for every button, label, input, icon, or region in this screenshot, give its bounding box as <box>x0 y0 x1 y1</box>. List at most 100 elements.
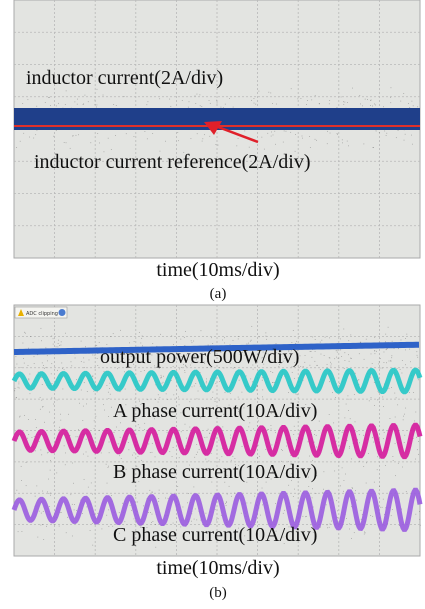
noise-dot <box>196 444 197 445</box>
noise-dot <box>415 514 416 515</box>
noise-dot <box>369 400 370 401</box>
noise-dot <box>312 488 313 489</box>
noise-dot <box>103 404 104 405</box>
noise-dot <box>229 486 230 487</box>
noise-dot <box>270 371 271 372</box>
noise-dot <box>251 340 252 341</box>
noise-dot <box>84 479 85 480</box>
noise-dot <box>273 135 274 136</box>
noise-dot <box>124 96 125 97</box>
noise-dot <box>49 97 50 98</box>
noise-dot <box>64 445 65 446</box>
noise-dot <box>187 502 188 503</box>
noise-dot <box>178 140 179 141</box>
noise-dot <box>321 354 322 355</box>
noise-dot <box>221 515 222 516</box>
noise-dot <box>288 392 289 393</box>
noise-dot <box>209 136 210 137</box>
noise-dot <box>327 524 328 525</box>
noise-dot <box>57 347 58 348</box>
noise-dot <box>160 334 161 335</box>
noise-dot <box>86 439 87 440</box>
noise-dot <box>415 412 416 413</box>
noise-dot <box>218 425 219 426</box>
noise-dot <box>226 505 227 506</box>
noise-dot <box>352 88 353 89</box>
noise-dot <box>34 436 35 437</box>
noise-dot <box>48 452 49 453</box>
noise-dot <box>398 348 399 349</box>
noise-dot <box>41 340 42 341</box>
noise-dot <box>198 391 199 392</box>
time-label: time(10ms/div) <box>156 259 279 281</box>
noise-dot <box>345 360 346 361</box>
noise-dot <box>88 456 89 457</box>
noise-dot <box>139 332 140 333</box>
noise-dot <box>92 545 93 546</box>
noise-dot <box>99 143 100 144</box>
noise-dot <box>366 483 367 484</box>
noise-dot <box>25 333 26 334</box>
noise-dot <box>185 372 186 373</box>
noise-dot <box>49 412 50 413</box>
noise-dot <box>377 469 378 470</box>
noise-dot <box>316 493 317 494</box>
noise-dot <box>197 133 198 134</box>
noise-dot <box>349 529 350 530</box>
noise-dot <box>182 100 183 101</box>
noise-dot <box>404 140 405 141</box>
noise-dot <box>109 383 110 384</box>
noise-dot <box>227 494 228 495</box>
noise-dot <box>282 450 283 451</box>
noise-dot <box>386 349 387 350</box>
noise-dot <box>420 525 421 526</box>
noise-dot <box>389 361 390 362</box>
noise-dot <box>309 456 310 457</box>
noise-dot <box>16 147 17 148</box>
noise-dot <box>224 343 225 344</box>
noise-dot <box>418 454 419 455</box>
noise-dot <box>218 145 219 146</box>
noise-dot <box>305 355 306 356</box>
noise-dot <box>295 134 296 135</box>
noise-dot <box>390 360 391 361</box>
noise-dot <box>408 103 409 104</box>
noise-dot <box>403 416 404 417</box>
noise-dot <box>284 131 285 132</box>
noise-dot <box>24 363 25 364</box>
noise-dot <box>316 435 317 436</box>
noise-dot <box>281 449 282 450</box>
noise-dot <box>122 503 123 504</box>
noise-dot <box>104 371 105 372</box>
noise-dot <box>251 326 252 327</box>
noise-dot <box>344 417 345 418</box>
noise-dot <box>376 131 377 132</box>
noise-dot <box>151 522 152 523</box>
noise-dot <box>416 351 417 352</box>
noise-dot <box>361 519 362 520</box>
noise-dot <box>118 443 119 444</box>
noise-dot <box>347 440 348 441</box>
noise-dot <box>378 364 379 365</box>
noise-dot <box>370 515 371 516</box>
noise-dot <box>346 404 347 405</box>
noise-dot <box>65 333 66 334</box>
noise-dot <box>155 456 156 457</box>
noise-dot <box>262 488 263 489</box>
noise-dot <box>344 480 345 481</box>
noise-dot <box>66 90 67 91</box>
noise-dot <box>75 358 76 359</box>
noise-dot <box>327 131 328 132</box>
noise-dot <box>99 342 100 343</box>
noise-dot <box>128 442 129 443</box>
noise-dot <box>79 403 80 404</box>
noise-dot <box>390 102 391 103</box>
noise-dot <box>310 351 311 352</box>
noise-dot <box>217 103 218 104</box>
noise-dot <box>238 138 239 139</box>
noise-dot <box>43 365 44 366</box>
noise-dot <box>305 516 306 517</box>
noise-dot <box>348 410 349 411</box>
noise-dot <box>310 147 311 148</box>
noise-dot <box>27 99 28 100</box>
